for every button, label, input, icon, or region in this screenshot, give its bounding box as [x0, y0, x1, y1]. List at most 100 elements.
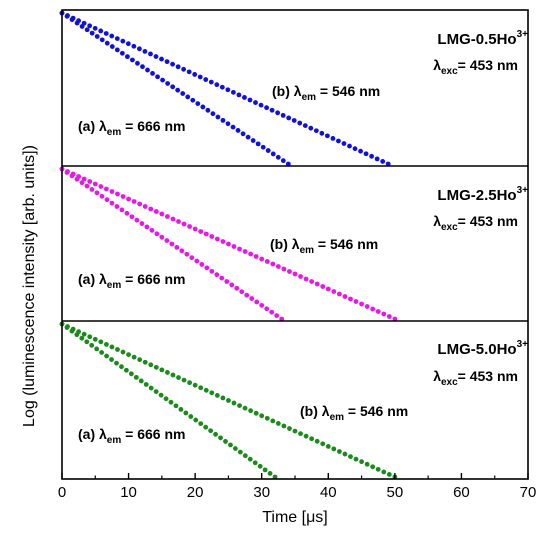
x-tick-label: 0: [58, 484, 66, 501]
data-point: [275, 154, 281, 160]
sample-label: LMG-2.5Ho3+: [437, 185, 528, 204]
data-point: [314, 438, 320, 444]
data-point: [245, 134, 251, 140]
data-point: [114, 36, 120, 41]
data-point: [104, 197, 110, 203]
data-point: [89, 187, 95, 192]
excitation-lambda: λ: [433, 368, 441, 384]
series-label-prefix: (b) λ: [270, 236, 300, 252]
data-point: [176, 375, 181, 380]
data-point: [94, 346, 100, 352]
excitation-value: = 453 nm: [458, 57, 518, 73]
data-point: [331, 289, 337, 294]
data-point: [120, 38, 126, 44]
data-point: [170, 216, 176, 222]
data-point: [65, 13, 70, 18]
data-point: [226, 241, 231, 247]
data-point: [223, 439, 228, 444]
data-point: [173, 403, 179, 409]
data-point: [250, 138, 256, 143]
data-point: [375, 466, 381, 472]
data-point: [235, 128, 241, 133]
data-point: [224, 279, 230, 284]
data-point: [181, 377, 187, 383]
data-point: [236, 92, 242, 98]
panels: (a) λem = 666 nm(b) λem = 546 nmLMG-0.5H…: [59, 10, 528, 480]
data-point: [225, 87, 231, 93]
data-point: [240, 131, 246, 137]
data-point: [208, 79, 214, 85]
data-point: [275, 110, 281, 116]
data-point: [225, 121, 231, 127]
series-label-subscript: em: [107, 127, 122, 138]
data-point: [280, 112, 286, 118]
data-point: [280, 158, 286, 164]
data-point: [231, 244, 237, 249]
data-point: [260, 144, 266, 150]
data-point: [109, 44, 115, 49]
series-label-b: (b) λem = 546 nm: [272, 83, 380, 103]
data-point: [342, 294, 348, 299]
x-tick-label: 20: [187, 484, 204, 501]
data-point: [314, 281, 320, 287]
data-point: [103, 186, 109, 192]
data-point: [165, 370, 170, 375]
data-point: [76, 18, 81, 24]
x-tick-label: 70: [520, 484, 537, 501]
data-point: [104, 353, 109, 359]
data-point: [126, 196, 131, 202]
data-point: [144, 224, 150, 230]
data-point: [264, 306, 270, 312]
data-point: [370, 306, 376, 312]
data-point: [336, 291, 342, 297]
data-point: [109, 33, 115, 39]
series-a: [59, 166, 285, 322]
data-point: [358, 148, 363, 154]
data-point: [199, 262, 205, 267]
data-point: [124, 367, 129, 373]
data-point: [98, 28, 104, 34]
excitation-lambda: λ: [433, 57, 441, 73]
data-point: [119, 207, 125, 213]
series-label-a: (a) λem = 666 nm: [78, 426, 185, 446]
data-point: [248, 251, 254, 257]
data-point: [244, 292, 250, 298]
data-point: [341, 141, 347, 146]
data-point: [215, 114, 221, 120]
data-point: [319, 130, 325, 136]
data-point: [239, 289, 245, 295]
data-point: [220, 117, 226, 123]
data-point: [131, 354, 137, 360]
data-point: [158, 392, 164, 398]
data-point: [115, 191, 120, 197]
series-label-value: = 546 nm: [316, 83, 380, 99]
data-point: [220, 239, 226, 244]
data-point: [228, 442, 233, 448]
data-point: [262, 467, 268, 473]
data-point: [230, 89, 236, 95]
data-point: [297, 120, 303, 126]
series-label-prefix: (a) λ: [78, 271, 107, 287]
data-point: [163, 396, 169, 402]
data-point: [131, 199, 137, 204]
data-point: [220, 395, 226, 401]
data-point: [287, 269, 292, 274]
data-point: [286, 115, 292, 121]
series-label-value: = 666 nm: [121, 271, 185, 287]
data-point: [94, 34, 100, 39]
data-point: [99, 350, 105, 355]
series-label-prefix: (a) λ: [78, 118, 107, 134]
data-point: [179, 248, 185, 254]
data-point: [194, 258, 200, 264]
series-b: [59, 321, 398, 480]
data-point: [342, 451, 348, 457]
data-point: [181, 66, 187, 72]
series-label-a: (a) λem = 666 nm: [78, 271, 185, 291]
data-point: [89, 342, 95, 348]
data-point: [149, 227, 155, 233]
data-point: [114, 360, 119, 366]
x-axis: 0 10 20 30 40 50 60 70: [58, 473, 537, 501]
excitation-label: λexc= 453 nm: [433, 57, 518, 77]
data-point: [155, 74, 160, 80]
data-point: [231, 400, 237, 406]
